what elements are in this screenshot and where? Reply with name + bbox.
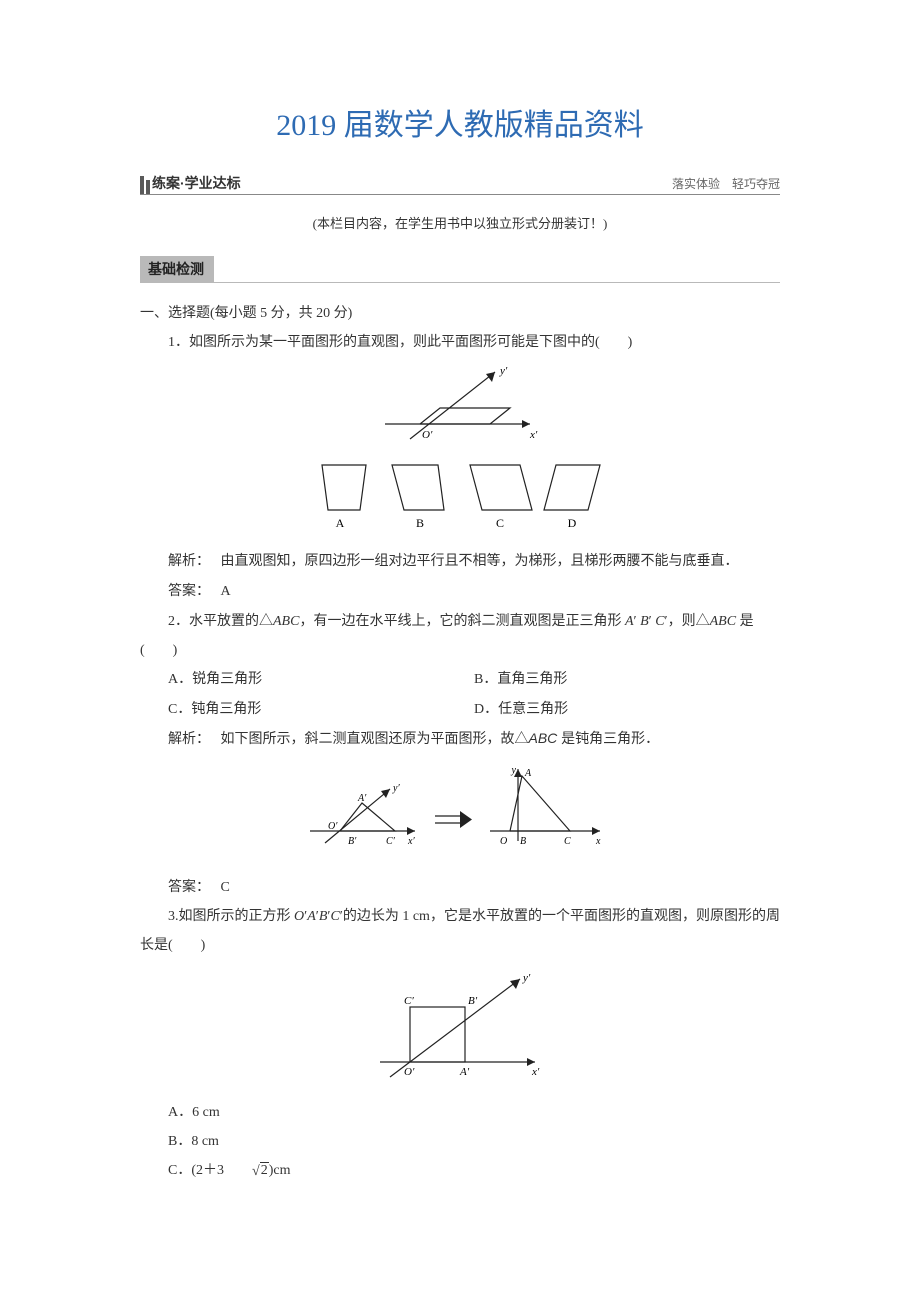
q2f-x: x bbox=[595, 836, 601, 847]
q3-optC-post: )cm bbox=[269, 1163, 291, 1178]
q2f-y: y bbox=[511, 765, 517, 776]
q2-answer-value: C bbox=[221, 880, 230, 895]
q3-O: O bbox=[294, 909, 304, 924]
q2f-Ap: A′ bbox=[357, 793, 367, 804]
q2f-xp: x′ bbox=[407, 836, 415, 847]
q2-figure: A′ y′ O′ B′ C′ x′ A y O B C bbox=[140, 761, 780, 866]
q3f-C: C′ bbox=[404, 995, 414, 1007]
q2-option-C: C．钝角三角形 bbox=[168, 695, 474, 724]
q2-analysis-label: 解析： bbox=[168, 730, 203, 746]
q2f-C: C bbox=[564, 836, 571, 847]
q2-analysis: 解析： 如下图所示，斜二测直观图还原为平面图形，故△ABC 是钝角三角形． bbox=[140, 724, 780, 754]
q1-optlabel-C: C bbox=[496, 516, 504, 530]
part1-heading: 一、选择题(每小题 5 分，共 20 分) bbox=[140, 299, 780, 328]
q1-fig1-y-label: y′ bbox=[499, 365, 508, 377]
section-header: 基础检测 bbox=[140, 256, 214, 282]
q1-text: 1．如图所示为某一平面图形的直观图，则此平面图形可能是下图中的( ) bbox=[140, 328, 780, 357]
q2-options-row1: A．锐角三角形 B．直角三角形 bbox=[140, 665, 780, 694]
q2-option-B: B．直角三角形 bbox=[474, 665, 780, 694]
q2-an-abc: ABC bbox=[529, 730, 558, 746]
q2f-Cp: C′ bbox=[386, 836, 396, 847]
q2f-O: O bbox=[500, 836, 507, 847]
q3-C: C bbox=[330, 909, 339, 924]
q1-analysis-label: 解析： bbox=[168, 552, 203, 568]
q3-figure: C′ B′ O′ A′ y′ x′ bbox=[140, 967, 780, 1092]
q3-option-B: B．8 cm bbox=[140, 1127, 780, 1156]
q2-p2: ′ bbox=[649, 614, 652, 629]
q2-an-t1: 如下图所示，斜二测直观图还原为平面图形，故△ bbox=[221, 730, 529, 746]
q3-t1: 3.如图所示的正方形 bbox=[168, 909, 294, 924]
q1-answer-value: A bbox=[221, 584, 231, 599]
banner-stripe-1 bbox=[140, 176, 144, 194]
q2-text: 2．水平放置的△ABC，有一边在水平线上，它的斜二测直观图是正三角形 A′ B′… bbox=[140, 607, 780, 666]
q2-abc2: ABC bbox=[710, 614, 736, 629]
q1-answer-label: 答案： bbox=[168, 582, 203, 598]
q2f-B: B bbox=[520, 836, 526, 847]
q3-optC-rad: 2 bbox=[260, 1162, 269, 1178]
section-header-wrap: 基础检测 bbox=[140, 256, 780, 283]
q2f-yp: y′ bbox=[392, 783, 400, 794]
q2-t2: ，有一边在水平线上，它的斜二测直观图是正三角形 bbox=[299, 614, 621, 629]
q2f-Bp: B′ bbox=[348, 836, 357, 847]
q1-optlabel-B: B bbox=[416, 516, 424, 530]
q3f-x: x′ bbox=[531, 1066, 540, 1078]
banner-right-label: 落实体验 轻巧夺冠 bbox=[672, 175, 780, 192]
q2-t1: 2．水平放置的△ bbox=[168, 614, 273, 629]
q3f-B: B′ bbox=[468, 995, 478, 1007]
q1-answer: 答案： A bbox=[140, 576, 780, 606]
q1-optlabel-A: A bbox=[336, 516, 345, 530]
sqrt-icon: 2 bbox=[224, 1156, 269, 1185]
q3f-O: O′ bbox=[404, 1066, 415, 1078]
q2-p1: ′ bbox=[634, 614, 637, 629]
q2-answer: 答案： C bbox=[140, 872, 780, 902]
q3-option-A: A．6 cm bbox=[140, 1098, 780, 1127]
q3f-A: A′ bbox=[459, 1066, 470, 1078]
q1-fig1-o-label: O′ bbox=[422, 429, 433, 441]
banner-left-label: 练案·学业达标 bbox=[152, 173, 241, 194]
q1-figure-oblique: y′ x′ O′ bbox=[140, 364, 780, 449]
q1-analysis: 解析： 由直观图知，原四边形一组对边平行且不相等，为梯形，且梯形两腰不能与底垂直… bbox=[140, 546, 780, 576]
q3-A: A bbox=[307, 909, 316, 924]
q2f-Op: O′ bbox=[328, 821, 338, 832]
q2-an-t2: 是钝角三角形． bbox=[557, 730, 659, 746]
q3-text: 3.如图所示的正方形 O′A′B′C′的边长为 1 cm，它是水平放置的一个平面… bbox=[140, 902, 780, 961]
q2f-A: A bbox=[524, 768, 532, 779]
q1-fig1-x-label: x′ bbox=[529, 429, 538, 441]
q1-figure-options: A B C D bbox=[140, 455, 780, 540]
banner-stripe-2 bbox=[146, 180, 150, 194]
q3f-y: y′ bbox=[522, 972, 531, 984]
q2-p3: ′，则△ bbox=[665, 614, 710, 629]
q2-options-row2: C．钝角三角形 D．任意三角形 bbox=[140, 695, 780, 724]
main-title: 2019 届数学人教版精品资料 bbox=[140, 100, 780, 144]
banner-left: 练案·学业达标 bbox=[140, 173, 241, 194]
q3-optC-pre: C．(2＋3 bbox=[168, 1163, 224, 1178]
q1-optlabel-D: D bbox=[568, 516, 577, 530]
q2-abc1: ABC bbox=[273, 614, 299, 629]
q2-answer-label: 答案： bbox=[168, 878, 203, 894]
section-note: (本栏目内容，在学生用书中以独立形式分册装订！) bbox=[140, 213, 780, 232]
q2-option-A: A．锐角三角形 bbox=[168, 665, 474, 694]
q1-analysis-text: 由直观图知，原四边形一组对边平行且不相等，为梯形，且梯形两腰不能与底垂直． bbox=[221, 552, 739, 568]
q2-option-D: D．任意三角形 bbox=[474, 695, 780, 724]
banner: 练案·学业达标 落实体验 轻巧夺冠 bbox=[140, 172, 780, 195]
q3-option-C: C．(2＋3 2)cm bbox=[140, 1156, 780, 1185]
